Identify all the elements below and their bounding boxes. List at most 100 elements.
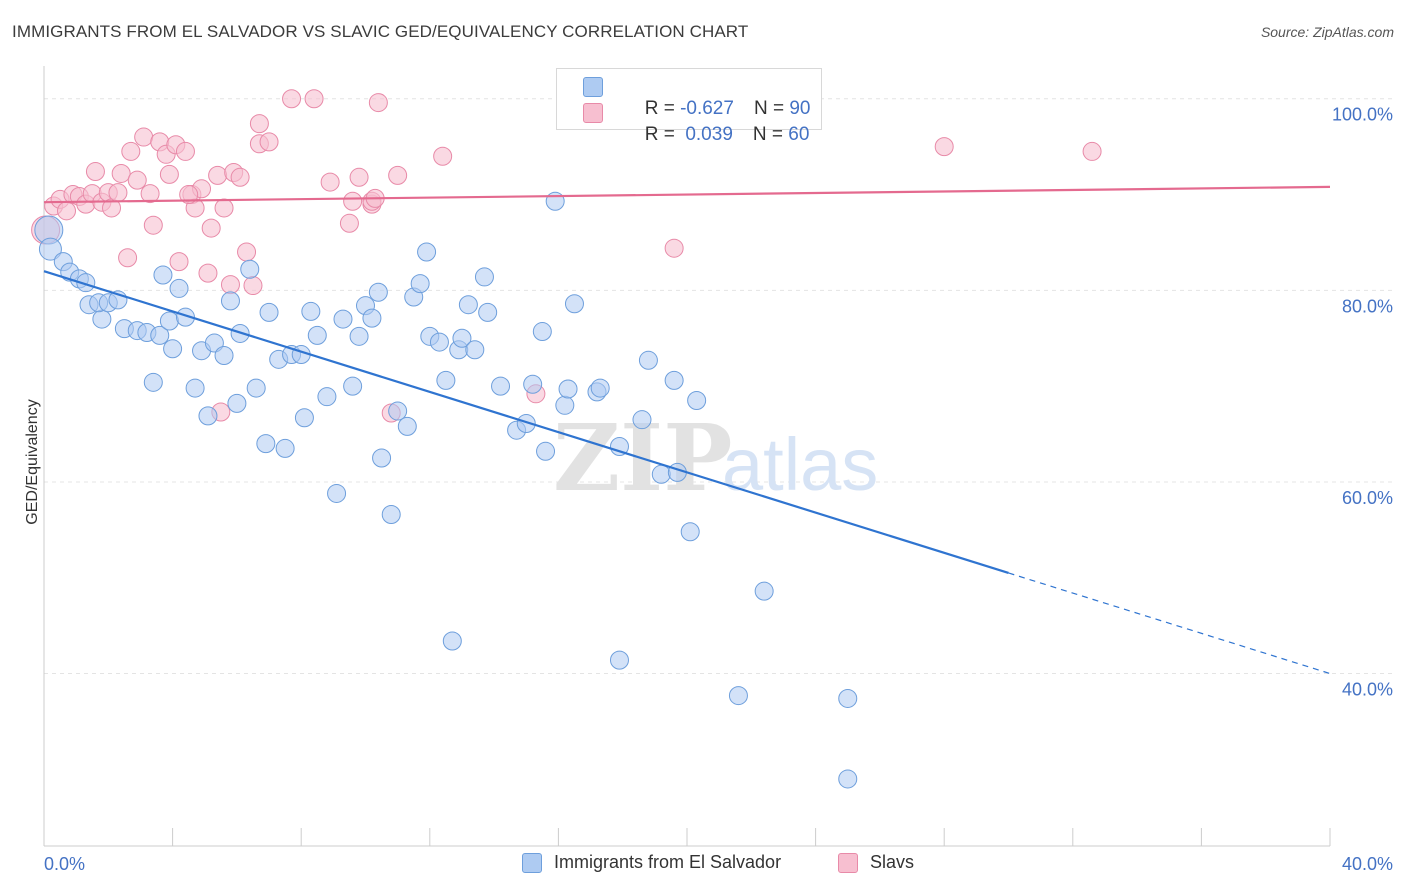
- slavs-points: [31, 89, 1102, 423]
- slavs-point: [664, 238, 684, 258]
- el-salvador-point: [294, 408, 314, 428]
- el-salvador-point: [429, 332, 449, 352]
- el-salvador-point: [632, 410, 652, 430]
- source-credit: Source: ZipAtlas.com: [1260, 24, 1394, 40]
- el-salvador-point: [381, 505, 401, 525]
- el-salvador-point: [558, 379, 578, 399]
- el-salvador-point: [163, 339, 183, 359]
- el-salvador-point: [478, 302, 498, 322]
- el-salvador-point: [397, 416, 417, 436]
- el-salvador-point: [214, 345, 234, 365]
- el-salvador-point: [680, 522, 700, 542]
- el-salvador-point: [417, 242, 437, 262]
- slavs-point: [121, 141, 141, 161]
- slavs-point: [140, 184, 160, 204]
- el-salvador-point: [465, 340, 485, 360]
- el-salvador-point: [220, 291, 240, 311]
- el-salvador-point: [301, 301, 321, 321]
- el-salvador-point: [246, 378, 266, 398]
- n-value-blue: 90: [789, 98, 811, 119]
- el-salvador-point: [754, 581, 774, 601]
- slavs-point: [934, 137, 954, 157]
- el-salvador-point: [343, 376, 363, 396]
- el-salvador-point: [256, 434, 276, 454]
- slavs-point: [259, 132, 279, 152]
- grid-lines: [44, 98, 1392, 675]
- r-value-blue: -0.627: [680, 98, 734, 119]
- el-salvador-point: [590, 378, 610, 398]
- slavs-point: [201, 218, 221, 238]
- el-salvador-point: [76, 273, 96, 293]
- el-salvador-point: [38, 237, 62, 261]
- x-tick-label-min: 0.0%: [44, 854, 85, 874]
- slavs-point: [57, 201, 77, 221]
- y-tick-label-40: 40.0%: [1342, 680, 1393, 700]
- chart-title: IMMIGRANTS FROM EL SALVADOR VS SLAVIC GE…: [12, 22, 749, 41]
- r-label-pink: R =: [644, 124, 681, 145]
- el-salvador-point: [388, 401, 408, 421]
- el-salvador-point: [523, 374, 543, 394]
- slavs-point: [368, 93, 388, 113]
- bottom-legend: Immigrants from El Salvador Slavs: [0, 852, 1406, 878]
- slavs-point: [127, 170, 147, 190]
- el-salvador-point: [333, 309, 353, 329]
- blue-swatch: [583, 77, 603, 97]
- slavs-point: [169, 252, 189, 272]
- el-salvador-point: [185, 378, 205, 398]
- el-salvador-point: [150, 325, 170, 345]
- slavs-point: [388, 165, 408, 185]
- slavs-point: [1082, 141, 1102, 161]
- slavs-point: [282, 89, 302, 109]
- slavs-point: [175, 141, 195, 161]
- n-value-pink: 60: [788, 124, 810, 145]
- el-salvador-point: [227, 393, 247, 413]
- el-salvador-point: [349, 326, 369, 346]
- legend-item-el-salvador: Immigrants from El Salvador: [522, 852, 781, 873]
- slavs-point: [339, 213, 359, 233]
- legend-swatch-blue: [522, 852, 542, 873]
- el-salvador-point: [372, 448, 392, 468]
- el-salvador-point: [687, 391, 707, 411]
- slavs-point: [214, 198, 234, 218]
- el-salvador-point: [728, 686, 748, 706]
- legend-swatch-pink: [838, 852, 858, 873]
- el-salvador-point: [555, 395, 575, 415]
- el-salvador-point: [275, 438, 295, 458]
- slavs-point: [111, 163, 131, 183]
- el-salvador-point: [240, 259, 260, 279]
- el-salvador-point: [442, 631, 462, 651]
- el-salvador-point: [838, 688, 858, 708]
- y-tick-label-100: 100.0%: [1332, 105, 1393, 125]
- el-salvador-point: [92, 309, 112, 329]
- el-salvador-point: [159, 311, 179, 331]
- slavs-point: [237, 242, 257, 262]
- el-salvador-point: [458, 295, 478, 315]
- el-salvador-point: [564, 294, 584, 314]
- el-salvador-point: [198, 406, 218, 426]
- slavs-point: [143, 215, 163, 235]
- n-label-pink: N =: [752, 124, 789, 145]
- slavs-point: [343, 191, 363, 211]
- legend-item-slavs: Slavs: [838, 852, 914, 873]
- slavs-point: [108, 183, 128, 203]
- el-salvador-trend-extension: [1008, 572, 1331, 675]
- el-salvador-point: [638, 350, 658, 370]
- el-salvador-point: [536, 441, 556, 461]
- y-axis-title: GED/Equivalency: [24, 399, 41, 524]
- el-salvador-point: [317, 387, 337, 407]
- el-salvador-point: [516, 414, 536, 434]
- watermark-atlas: atlas: [722, 423, 878, 506]
- el-salvador-points: [34, 191, 858, 789]
- el-salvador-point: [368, 282, 388, 302]
- stats-legend-box: R = -0.627 N = 90 R = 0.039 N = 60: [556, 68, 822, 145]
- el-salvador-point: [259, 302, 279, 322]
- el-salvador-point: [838, 769, 858, 789]
- y-tick-label-80: 80.0%: [1342, 296, 1393, 316]
- el-salvador-point: [327, 483, 347, 503]
- slavs-point: [320, 172, 340, 192]
- el-salvador-point: [609, 650, 629, 670]
- el-salvador-point: [609, 437, 629, 457]
- el-salvador-point: [664, 370, 684, 390]
- slavs-point: [433, 146, 453, 166]
- axes: [43, 66, 1331, 847]
